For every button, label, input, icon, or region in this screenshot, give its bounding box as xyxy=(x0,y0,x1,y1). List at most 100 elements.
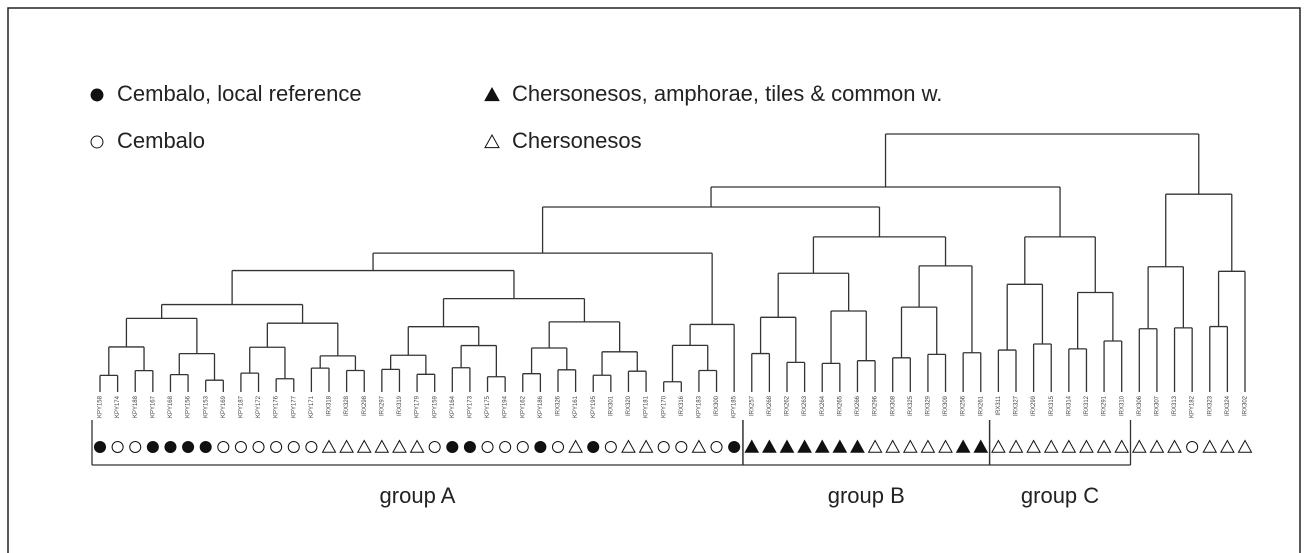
marker xyxy=(305,440,318,454)
leaf-label: IRX257 xyxy=(749,395,755,416)
leaf-label: KPY195 xyxy=(591,395,597,418)
leaf-label: IRX315 xyxy=(1049,395,1055,416)
leaf-label: IRX329 xyxy=(926,395,932,416)
marker xyxy=(832,439,848,453)
legend-label: Chersonesos xyxy=(512,128,642,153)
leaf-label: IRX262 xyxy=(785,395,791,416)
leaf-label: KPY194 xyxy=(503,395,509,418)
marker xyxy=(1131,439,1147,453)
leaf-label: IRX261 xyxy=(978,395,984,416)
marker xyxy=(164,440,177,454)
marker xyxy=(252,440,265,454)
leaf-label: IRX256 xyxy=(961,395,967,416)
leaf-label: KPY169 xyxy=(221,395,227,418)
marker xyxy=(850,439,865,453)
leaf-label: IRX319 xyxy=(397,395,403,416)
leaf-label: IRX268 xyxy=(767,395,773,416)
marker xyxy=(657,440,670,454)
group-label: group B xyxy=(828,483,905,508)
leaf-label: KPY174 xyxy=(115,395,121,418)
leaf-label: KPY173 xyxy=(468,395,474,418)
leaf-label: KPY179 xyxy=(415,395,421,418)
marker xyxy=(1061,439,1077,453)
leaf-label: IRX318 xyxy=(327,395,333,416)
marker xyxy=(938,439,953,453)
legend-label: Chersonesos, amphorae, tiles & common w. xyxy=(512,81,942,106)
marker xyxy=(446,440,459,454)
marker xyxy=(762,439,777,453)
marker xyxy=(1167,439,1182,453)
leaf-label: IRX296 xyxy=(873,395,879,416)
marker xyxy=(428,440,441,454)
leaf-label: KPY161 xyxy=(573,395,579,418)
leaf-label: IRX310 xyxy=(1119,395,1125,416)
leaf-label: IRX265 xyxy=(837,395,843,416)
marker xyxy=(374,439,390,453)
marker xyxy=(1220,439,1235,453)
leaf-label: IRX300 xyxy=(714,395,720,416)
marker xyxy=(638,439,654,453)
marker xyxy=(604,440,617,454)
marker xyxy=(1043,439,1059,453)
marker xyxy=(199,440,212,454)
marker xyxy=(779,439,795,453)
leaf-label: IRX325 xyxy=(908,395,914,416)
leaf-label: KPY182 xyxy=(1190,395,1196,418)
leaf-label: IRX291 xyxy=(1102,395,1108,416)
marker xyxy=(463,440,476,454)
leaf-label: KPY172 xyxy=(256,395,262,418)
leaf-label: KPY153 xyxy=(203,395,209,418)
leaf-label: KPY170 xyxy=(661,395,667,418)
leaf-label: IRX264 xyxy=(820,395,826,416)
marker xyxy=(534,440,547,454)
leaf-label: IRX326 xyxy=(556,395,562,416)
leaf-label: KPY175 xyxy=(485,395,491,418)
leaf-label: IRX309 xyxy=(943,395,949,416)
leaf-label: IRX328 xyxy=(344,395,350,416)
leaf-label: IRX313 xyxy=(1172,395,1178,416)
marker xyxy=(902,439,918,453)
marker xyxy=(920,439,936,453)
legend-label: Cembalo xyxy=(117,128,205,153)
marker xyxy=(481,440,494,454)
marker xyxy=(1079,439,1094,453)
marker xyxy=(516,440,529,454)
marker xyxy=(691,439,707,453)
leaf-label: KPY158 xyxy=(98,395,104,418)
marker xyxy=(182,440,195,454)
marker xyxy=(1186,440,1199,454)
marker xyxy=(814,439,830,453)
marker xyxy=(234,440,247,454)
marker xyxy=(90,88,104,102)
marker xyxy=(621,439,636,453)
marker xyxy=(973,439,989,453)
leaf-label: IRX302 xyxy=(1243,395,1249,416)
leaf-label: KPY187 xyxy=(239,395,245,418)
leaf-label: IRX320 xyxy=(626,395,632,416)
leaf-label: KPY167 xyxy=(150,395,156,418)
marker xyxy=(675,440,688,454)
marker xyxy=(1096,439,1112,453)
leaf-label: KPY164 xyxy=(450,395,456,418)
marker xyxy=(1114,439,1130,453)
marker xyxy=(551,440,565,454)
marker xyxy=(797,439,812,453)
dendrogram xyxy=(99,133,1246,392)
leaf-label: IRX299 xyxy=(1031,395,1037,416)
marker xyxy=(991,439,1006,453)
marker xyxy=(93,440,107,454)
leaf-label: KPY177 xyxy=(291,395,297,418)
leaf-label: IRX266 xyxy=(855,395,861,416)
leaf-label: KPY176 xyxy=(274,395,280,418)
marker xyxy=(484,133,500,149)
leaf-label: KPY162 xyxy=(520,395,526,418)
leaf-label: IRX327 xyxy=(1014,395,1020,416)
marker xyxy=(955,439,971,453)
group-label: group A xyxy=(380,483,456,508)
marker xyxy=(392,439,407,453)
group-label: group C xyxy=(1021,483,1099,508)
leaf-label: IRX312 xyxy=(1084,395,1090,416)
leaf-label: KPY159 xyxy=(432,395,438,418)
marker xyxy=(728,440,741,454)
